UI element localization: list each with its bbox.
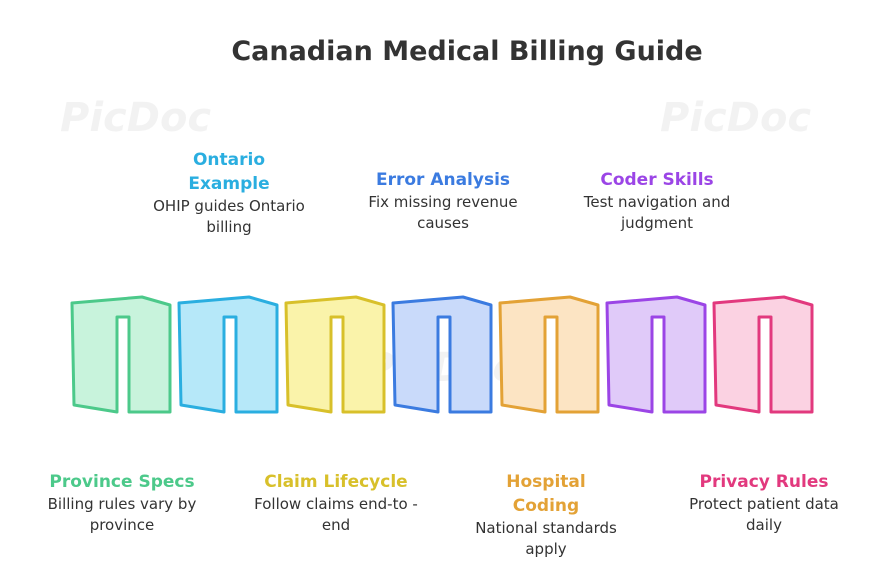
step-title: Error Analysis xyxy=(375,170,511,190)
segment xyxy=(391,295,493,414)
segment xyxy=(177,295,279,414)
segment xyxy=(605,295,707,414)
step-description: Protect patient data daily xyxy=(689,495,839,534)
segment xyxy=(284,295,386,414)
step-title: Claim Lifecycle xyxy=(264,472,408,492)
step: Ontario Example OHIP guides Ontario billi… xyxy=(129,148,329,238)
step: Privacy Rules Protect patient data daily xyxy=(664,470,864,536)
step-description: Follow claims end-to -end xyxy=(254,495,418,534)
step-description: Billing rules vary by province xyxy=(47,495,197,534)
watermark: PicDoc xyxy=(660,95,812,141)
segment xyxy=(498,295,600,414)
step: Coder Skills Test navigation and judgment xyxy=(557,168,757,234)
step-description: Fix missing revenue causes xyxy=(368,193,518,232)
segment xyxy=(70,295,172,414)
step-description: National standards apply xyxy=(475,519,617,558)
step: Province Specs Billing rules vary by prov… xyxy=(22,470,222,536)
step-title: Coder Skills xyxy=(600,170,714,190)
step-title: Hospital Coding xyxy=(506,472,586,516)
step-title: Privacy Rules xyxy=(699,472,829,492)
step-description: OHIP guides Ontario billing xyxy=(153,197,305,236)
step: Claim Lifecycle Follow claims end-to -end xyxy=(236,470,436,536)
title: Canadian Medical Billing Guide xyxy=(231,36,703,67)
watermark: PicDoc xyxy=(60,95,212,141)
step: Hospital Coding National standards apply xyxy=(446,470,646,560)
step-title: Ontario Example xyxy=(188,150,270,194)
step-description: Test navigation and judgment xyxy=(583,193,731,232)
step-title: Province Specs xyxy=(49,472,195,492)
segment xyxy=(712,295,814,414)
step: Error Analysis Fix missing revenue causes xyxy=(343,168,543,234)
